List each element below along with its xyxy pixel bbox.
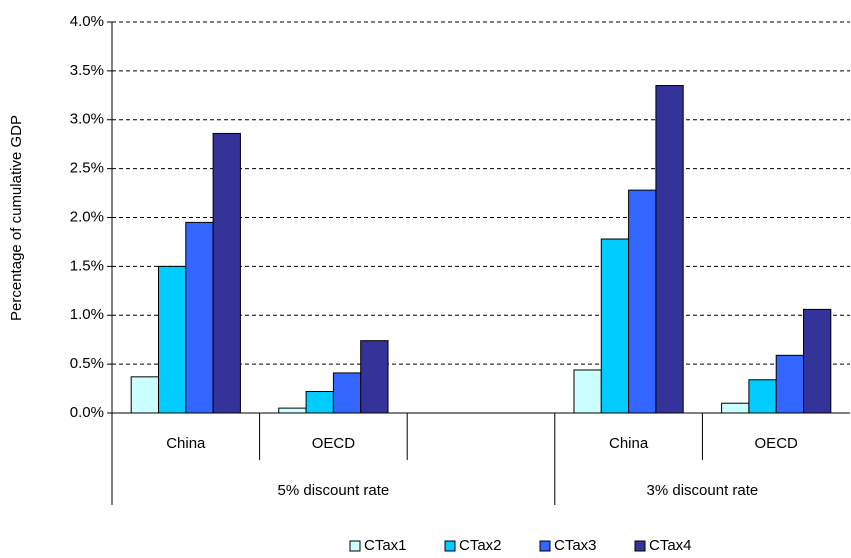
y-tick-label: 2.5% (70, 160, 104, 177)
x-tick-label: China (609, 435, 649, 452)
x-tick-label: China (166, 435, 206, 452)
y-tick-label: 0.0% (70, 404, 104, 421)
x-tick-label: OECD (312, 435, 356, 452)
bar (628, 189, 657, 414)
bar (360, 340, 389, 414)
bar (130, 376, 159, 414)
y-tick-label: 4.0% (70, 13, 104, 30)
bar (305, 390, 334, 414)
legend-label: CTax2 (459, 537, 502, 554)
y-tick-label: 2.0% (70, 208, 104, 225)
y-tick-label: 1.0% (70, 306, 104, 323)
bar (775, 354, 805, 414)
bar (748, 379, 777, 414)
y-axis-label: Percentage of cumulative GDP (8, 115, 25, 321)
bar (573, 369, 602, 414)
legend-label: CTax3 (554, 537, 597, 554)
legend-label: CTax4 (649, 537, 692, 554)
bar (600, 238, 630, 414)
bar (721, 402, 750, 414)
legend-swatch (539, 540, 551, 552)
group-label: 5% discount rate (278, 482, 390, 499)
bar (655, 85, 684, 414)
bar (278, 407, 307, 414)
bar (185, 221, 214, 414)
legend-swatch (349, 540, 361, 552)
legend-label: CTax1 (364, 537, 407, 554)
bar (803, 308, 832, 414)
y-tick-label: 3.0% (70, 111, 104, 128)
bar (212, 132, 241, 414)
y-tick-label: 0.5% (70, 355, 104, 372)
y-tick-label: 1.5% (70, 257, 104, 274)
x-tick-label: OECD (755, 435, 799, 452)
legend-swatch (634, 540, 646, 552)
group-label: 3% discount rate (647, 482, 759, 499)
bar (157, 265, 187, 414)
bar (332, 372, 362, 414)
y-tick-label: 3.5% (70, 62, 104, 79)
legend-swatch (444, 540, 456, 552)
